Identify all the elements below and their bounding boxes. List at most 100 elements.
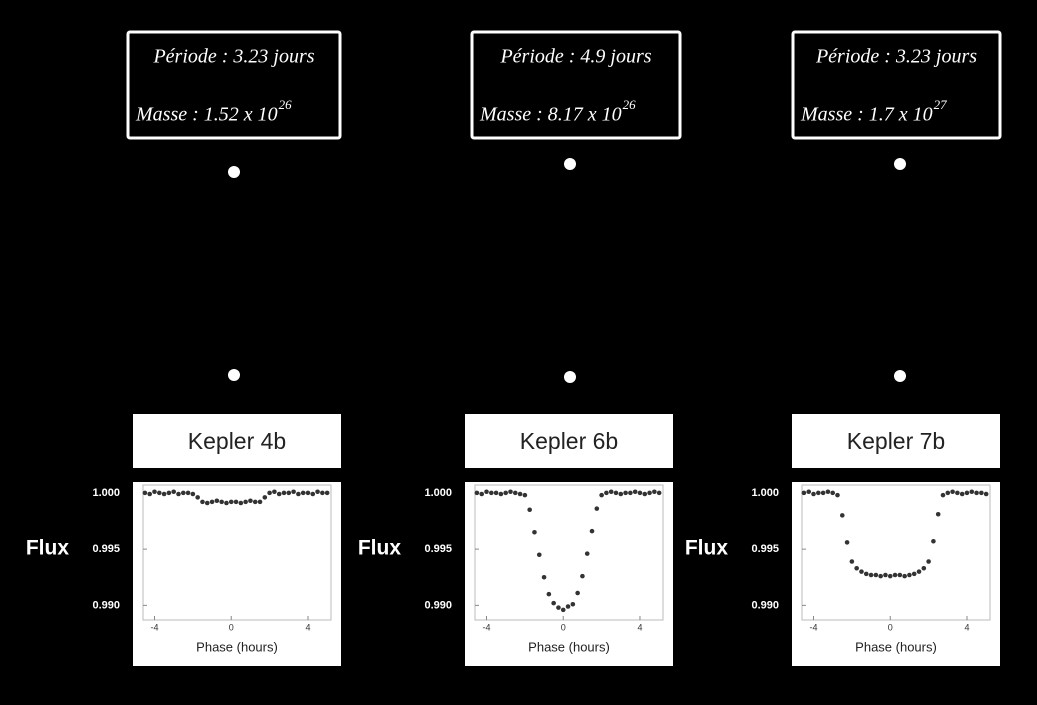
period-text: Période : 3.23 jours (152, 46, 314, 68)
mass-exponent: 26 (279, 97, 293, 112)
data-point (618, 491, 624, 497)
data-point (820, 490, 826, 496)
period-text: Période : 4.9 jours (499, 46, 651, 68)
data-point (849, 559, 855, 564)
data-point (839, 513, 845, 518)
data-point (580, 573, 585, 579)
mass-exponent: 26 (623, 97, 637, 112)
title-box (465, 414, 673, 468)
data-point (868, 572, 874, 578)
data-point (859, 569, 864, 574)
data-point (931, 538, 936, 544)
data-point (570, 601, 576, 607)
data-point (147, 491, 153, 497)
data-point (498, 491, 504, 497)
data-point (257, 499, 263, 505)
info-box (470, 30, 682, 140)
data-point (296, 491, 301, 497)
data-point (652, 489, 657, 495)
mass-text: Masse : 8.17 x 10 (479, 104, 622, 126)
plot-frame (474, 484, 664, 621)
data-point (324, 490, 330, 496)
data-point (637, 490, 643, 496)
data-point (305, 490, 311, 496)
data-point (532, 529, 537, 535)
info-box (126, 30, 342, 140)
data-point (479, 491, 485, 497)
dot (894, 370, 906, 382)
data-point (608, 489, 614, 495)
data-point (806, 489, 812, 495)
chart-bg (133, 482, 341, 666)
data-point (964, 490, 970, 496)
y-tick-label: 1.000 (751, 487, 779, 499)
chart-title: Kepler 4b (188, 428, 286, 454)
data-point (320, 490, 325, 496)
data-point (157, 490, 162, 496)
data-point (508, 489, 513, 495)
data-point (983, 491, 989, 497)
data-point (541, 574, 547, 580)
data-point (830, 490, 835, 496)
data-point (632, 489, 638, 495)
data-point (228, 499, 234, 505)
y-tick-label: 0.990 (424, 599, 452, 611)
y-tick-label: 1.000 (92, 487, 120, 499)
data-point (921, 565, 927, 571)
data-point (642, 491, 648, 497)
y-tick-label: 1.000 (424, 487, 452, 499)
data-point (584, 551, 590, 556)
data-point (926, 559, 931, 564)
data-point (503, 490, 508, 496)
data-point (209, 499, 215, 505)
y-axis-label: Flux (685, 537, 728, 560)
data-point (835, 492, 840, 498)
data-point (243, 499, 248, 505)
data-point (204, 500, 210, 506)
data-point (291, 489, 296, 495)
data-point (252, 499, 258, 505)
data-point (940, 492, 946, 498)
data-point (594, 506, 600, 511)
data-point (955, 490, 960, 496)
data-point (911, 571, 917, 577)
x-tick-label: 0 (888, 622, 893, 632)
mass-exponent: 27 (934, 97, 948, 112)
data-point (190, 491, 196, 497)
data-point (152, 489, 157, 495)
data-point (623, 490, 628, 496)
data-point (219, 499, 224, 505)
data-point (224, 500, 229, 506)
data-point (575, 590, 580, 596)
x-axis-label: Phase (hours) (855, 639, 937, 654)
period-text: Période : 3.23 jours (815, 46, 977, 68)
mass-text: Masse : 1.7 x 10 (800, 104, 933, 126)
data-point (536, 552, 542, 558)
x-tick-label: 0 (561, 622, 566, 632)
data-point (801, 490, 807, 496)
data-point (142, 490, 148, 496)
y-axis-label: Flux (26, 537, 69, 560)
chart-bg (465, 482, 673, 666)
data-point (310, 491, 316, 497)
data-point (161, 491, 167, 497)
data-point (286, 490, 292, 496)
y-axis-label: Flux (358, 537, 401, 560)
x-tick-label: -4 (483, 622, 491, 632)
data-point (474, 490, 480, 496)
data-point (166, 490, 172, 496)
data-point (844, 540, 850, 545)
chart-title: Kepler 7b (847, 428, 945, 454)
data-point (551, 600, 556, 606)
data-point (907, 572, 912, 578)
data-point (811, 491, 816, 497)
data-point (267, 490, 272, 496)
data-point (950, 489, 955, 495)
data-point (863, 571, 869, 577)
data-point (628, 490, 633, 496)
data-point (892, 572, 898, 578)
data-point (522, 492, 528, 498)
data-point (560, 607, 566, 613)
data-point (527, 507, 532, 513)
